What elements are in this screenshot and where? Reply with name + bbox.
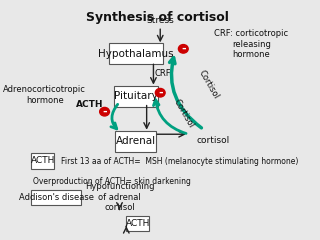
Text: First 13 aa of ACTH=  MSH (melanocyte stimulating hormone): First 13 aa of ACTH= MSH (melanocyte sti… [61,157,299,166]
Text: Adrenal: Adrenal [116,136,156,146]
Text: Stress: Stress [146,16,174,25]
Text: Cortisol: Cortisol [172,98,195,130]
FancyBboxPatch shape [114,86,157,107]
Text: ACTH: ACTH [76,100,103,109]
Text: Synthesis of cortisol: Synthesis of cortisol [86,11,229,24]
Text: -: - [102,107,107,117]
Text: Hypofunctioning
of adrenal
cortisol: Hypofunctioning of adrenal cortisol [85,182,154,212]
FancyBboxPatch shape [116,131,156,152]
Text: ACTH: ACTH [31,156,55,165]
Text: Overproduction of ACTH= skin darkening: Overproduction of ACTH= skin darkening [33,177,190,186]
Text: -: - [158,88,163,98]
Text: Adrenocorticotropic
hormone: Adrenocorticotropic hormone [4,85,86,105]
Circle shape [100,108,109,116]
Circle shape [179,45,188,53]
FancyBboxPatch shape [126,216,149,232]
Text: Addison's disease: Addison's disease [19,193,94,202]
Text: Pituitary: Pituitary [114,91,158,101]
Text: CRF: CRF [155,69,171,78]
Text: Cortisol: Cortisol [197,68,221,101]
Text: CRF: corticotropic
releasing
hormone: CRF: corticotropic releasing hormone [214,29,288,59]
FancyBboxPatch shape [31,153,54,169]
Text: -: - [181,44,186,54]
Text: Hypothalamus: Hypothalamus [98,48,174,59]
Text: ACTH: ACTH [126,219,150,228]
Text: cortisol: cortisol [197,136,230,145]
Circle shape [155,89,165,97]
FancyBboxPatch shape [31,190,82,205]
FancyBboxPatch shape [108,43,163,64]
